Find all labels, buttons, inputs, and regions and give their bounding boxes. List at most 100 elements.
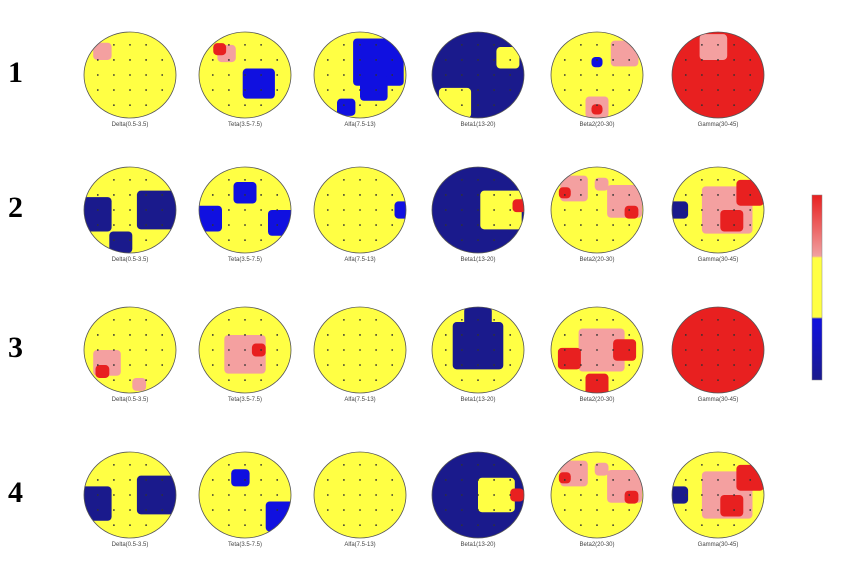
electrode [228, 379, 230, 381]
topo-map [199, 307, 291, 393]
electrode [717, 524, 719, 526]
electrode [276, 334, 279, 336]
electrode [493, 179, 495, 181]
electrode [701, 494, 703, 496]
electrode [343, 179, 345, 181]
electrode [733, 44, 735, 46]
map-region [394, 201, 406, 219]
electrode [359, 239, 361, 242]
electrode [444, 194, 447, 196]
map-region [353, 38, 404, 86]
electrode [343, 104, 345, 106]
electrode [375, 239, 377, 242]
electrode [129, 209, 131, 211]
electrode [276, 494, 279, 496]
electrode [596, 509, 598, 511]
electrode [244, 464, 246, 466]
topo-map [551, 167, 643, 253]
electrode [461, 479, 463, 481]
map-caption: Beta2(20-30) [579, 257, 614, 263]
electrode [244, 44, 246, 46]
electrode [375, 209, 377, 211]
electrode [596, 59, 598, 61]
electrode [96, 479, 99, 481]
electrode [580, 209, 582, 211]
map-region [591, 104, 603, 115]
electrode [612, 464, 614, 466]
electrode [145, 194, 148, 196]
electrode [276, 194, 279, 196]
electrode [343, 524, 345, 526]
map-caption: Alfa(7.5-13) [344, 397, 375, 403]
electrode [375, 364, 377, 366]
electrode [596, 194, 598, 196]
map-caption: Beta1(13-20) [460, 122, 495, 128]
electrode [733, 349, 735, 351]
topo-map [314, 32, 406, 118]
electrode [375, 494, 377, 496]
electrode [326, 334, 329, 336]
electrode [228, 194, 230, 196]
electrode [509, 494, 512, 496]
electrode [477, 224, 479, 226]
electrode [359, 179, 361, 181]
map-region [585, 373, 609, 393]
electrode [260, 494, 262, 496]
electrode [580, 179, 582, 181]
electrode [596, 239, 598, 242]
electrode [359, 464, 361, 466]
map-caption: Beta1(13-20) [460, 397, 495, 403]
electrode [580, 364, 582, 366]
head-outline [671, 451, 765, 539]
electrode [228, 479, 230, 481]
electrode [276, 349, 279, 351]
electrode [375, 224, 377, 226]
map-caption: Gamma(30-45) [698, 397, 739, 403]
electrode [612, 479, 614, 481]
electrode [113, 179, 115, 181]
electrode [145, 44, 148, 46]
electrode [228, 179, 230, 181]
electrode [461, 319, 463, 321]
electrode [375, 509, 377, 511]
electrode [580, 224, 582, 226]
electrode [276, 509, 279, 511]
map-caption: Beta1(13-20) [460, 257, 495, 263]
electrode [733, 179, 735, 181]
electrode [96, 334, 99, 336]
electrode [260, 74, 262, 76]
electrode [701, 524, 703, 526]
electrode [228, 524, 230, 526]
electrode [343, 59, 345, 61]
electrode [211, 494, 214, 496]
electrode [113, 104, 115, 106]
electrode [477, 59, 479, 61]
electrode [493, 334, 495, 336]
map-caption: Delta(0.5-3.5) [112, 257, 149, 263]
electrode [477, 89, 479, 91]
electrode [211, 364, 214, 366]
electrode [701, 104, 703, 106]
electrode [359, 209, 361, 211]
electrode [493, 59, 495, 61]
electrode [145, 179, 148, 181]
electrode [228, 239, 230, 242]
electrode [375, 89, 377, 91]
electrode [211, 224, 214, 226]
color-bar [811, 194, 823, 381]
electrode [375, 524, 377, 526]
electrode [684, 194, 687, 196]
electrode [749, 509, 752, 511]
map-caption: Teta(3.5-7.5) [228, 542, 262, 548]
electrode [749, 334, 752, 336]
electrode [129, 59, 131, 61]
electrode [211, 194, 214, 196]
electrode [260, 464, 262, 466]
electrode [96, 209, 99, 211]
topo-map [551, 32, 643, 118]
electrode [596, 364, 598, 366]
electrode [580, 89, 582, 91]
electrode [228, 104, 230, 106]
electrode [161, 334, 164, 336]
